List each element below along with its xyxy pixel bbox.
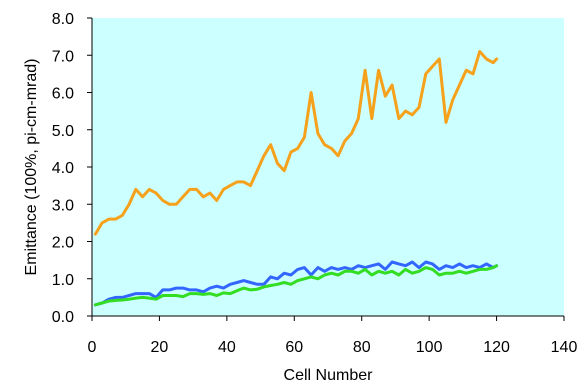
- x-tick-label: 0: [88, 339, 97, 356]
- x-tick-label: 60: [285, 339, 303, 356]
- x-tick-label: 140: [551, 339, 578, 356]
- x-tick-label: 100: [416, 339, 443, 356]
- x-axis-label: Cell Number: [284, 367, 374, 384]
- y-tick-label: 6.0: [52, 86, 74, 103]
- orange-series-line: [93, 50, 499, 236]
- y-tick-label: 3.0: [52, 197, 74, 214]
- y-axis-label: Emittance (100%, pi-cm-mrad): [23, 59, 40, 276]
- blue-series-line: [93, 260, 499, 307]
- y-tick-label: 8.0: [52, 11, 74, 28]
- y-tick-label: 0.0: [52, 309, 74, 326]
- y-tick-label: 1.0: [52, 272, 74, 289]
- y-tick-label: 2.0: [52, 235, 74, 252]
- y-tick-label: 5.0: [52, 123, 74, 140]
- series-layer: [93, 50, 499, 307]
- y-tick-label: 7.0: [52, 48, 74, 65]
- x-tick-label: 80: [353, 339, 371, 356]
- x-tick-label: 20: [151, 339, 169, 356]
- green-series-line: [93, 264, 499, 307]
- tick-layer: 0.0 1.0 2.0 3.0 4.0 5.0 6.0 7.0 8.0 0 20 40 60 80 100 1…: [52, 11, 578, 356]
- plot-area: [92, 18, 564, 316]
- x-tick-label: 40: [218, 339, 236, 356]
- y-tick-label: 4.0: [52, 160, 74, 177]
- x-tick-label: 120: [483, 339, 510, 356]
